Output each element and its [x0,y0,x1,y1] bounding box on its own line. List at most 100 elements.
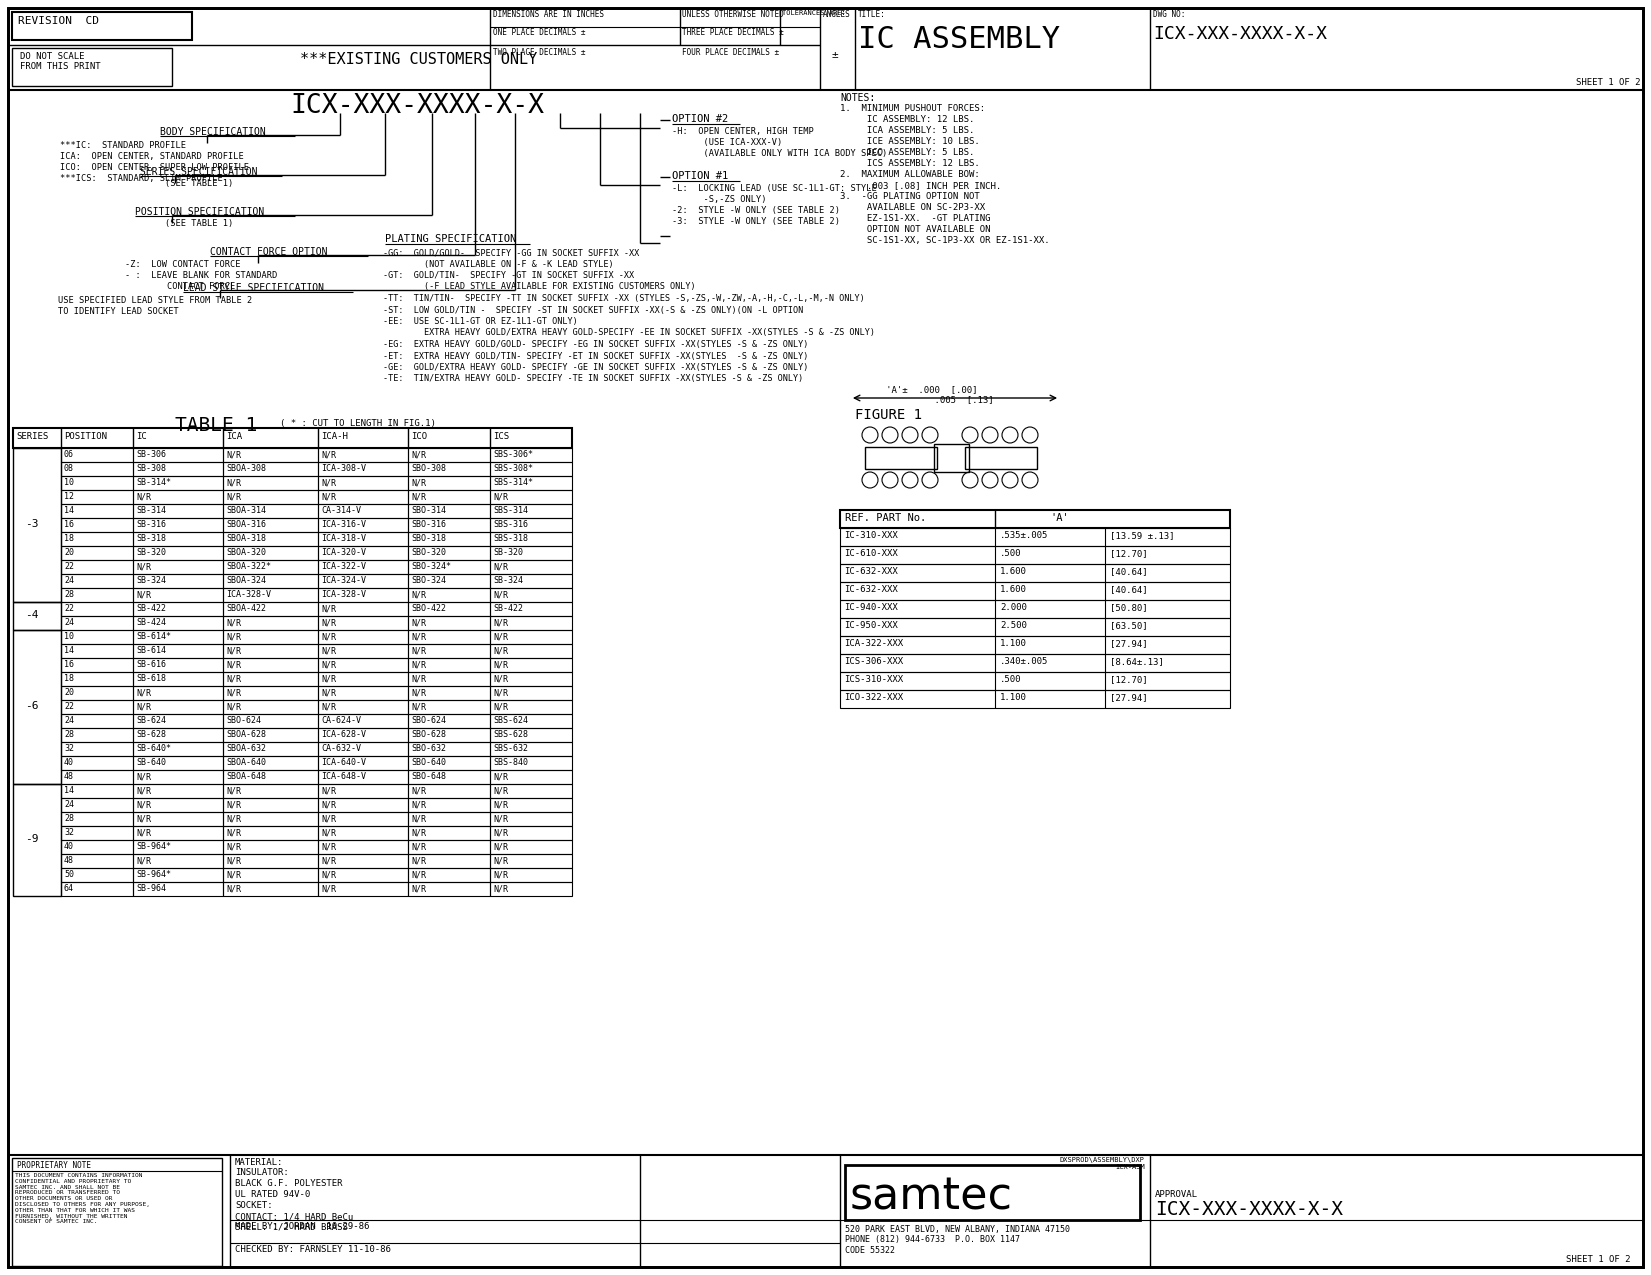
Text: -3:  STYLE -W ONLY (SEE TABLE 2): -3: STYLE -W ONLY (SEE TABLE 2) [672,217,840,226]
Text: .340±.005: .340±.005 [1001,657,1048,666]
Text: REVISION  CD: REVISION CD [18,17,99,26]
Bar [865,448,938,469]
Bar [408,826,490,840]
Text: N/R: N/R [135,562,150,571]
Text: SBO-624: SBO-624 [411,717,446,725]
Text: IC-632-XXX: IC-632-XXX [844,567,898,576]
Text: N/R: N/R [494,870,509,878]
Text: 40: 40 [64,842,74,850]
Text: 14: 14 [64,506,74,515]
Text: SB-422: SB-422 [494,604,523,613]
Text: N/R: N/R [494,856,509,864]
Bar [408,868,490,882]
Text: N/R: N/R [411,827,426,836]
Text: 20: 20 [64,688,74,697]
Text: ICA-328-V: ICA-328-V [226,590,271,599]
Bar [223,700,319,714]
Bar [13,630,61,784]
Bar [134,826,223,840]
Text: .500: .500 [1001,550,1022,558]
Bar [223,504,319,518]
Text: N/R: N/R [226,799,241,810]
Text: .005  [.13]: .005 [.13] [870,395,994,404]
Text: APPROVAL: APPROVAL [1156,1190,1199,1198]
Bar [319,560,408,574]
Bar [408,630,490,644]
Bar [223,476,319,490]
Bar [223,588,319,602]
Bar [490,602,571,616]
Text: N/R: N/R [411,856,426,864]
Bar [223,742,319,756]
Text: IC-950-XXX: IC-950-XXX [844,621,898,630]
Text: SBO-628: SBO-628 [411,731,446,739]
Text: N/R: N/R [411,660,426,669]
Text: IC-940-XXX: IC-940-XXX [844,603,898,612]
Text: N/R: N/R [494,785,509,796]
Bar [223,602,319,616]
Text: SBS-632: SBS-632 [494,745,528,754]
Bar [134,490,223,504]
Bar [134,476,223,490]
Bar [223,784,319,798]
Text: ICA-308-V: ICA-308-V [320,464,367,473]
Bar [490,616,571,630]
Bar [319,812,408,826]
Text: (SEE TABLE 1): (SEE TABLE 1) [165,179,233,187]
Text: N/R: N/R [320,785,337,796]
Text: 3.  -GG PLATING OPTION NOT: 3. -GG PLATING OPTION NOT [840,193,979,201]
Text: 22: 22 [64,562,74,571]
Text: ICO: ICO [411,432,428,441]
Bar [61,588,134,602]
Text: EZ-1S1-XX.  -GT PLATING: EZ-1S1-XX. -GT PLATING [840,214,991,223]
Text: 28: 28 [64,590,74,599]
Bar [408,798,490,812]
Bar [223,840,319,854]
Text: TABLE 1: TABLE 1 [175,416,258,435]
Text: 2.500: 2.500 [1001,621,1027,630]
Bar [134,812,223,826]
Bar [490,728,571,742]
Text: -S,-ZS ONLY): -S,-ZS ONLY) [672,195,766,204]
Text: SBOA-632: SBOA-632 [226,745,266,754]
Bar [223,658,319,672]
Text: (USE ICA-XXX-V): (USE ICA-XXX-V) [672,138,783,147]
Bar [490,658,571,672]
Text: SBO-320: SBO-320 [411,548,446,557]
Text: OPTION #2: OPTION #2 [672,113,728,124]
Text: SBO-308: SBO-308 [411,464,446,473]
Text: N/R: N/R [320,827,337,836]
Bar [134,630,223,644]
Text: SOCKET:: SOCKET: [234,1201,272,1210]
Bar [12,1158,221,1266]
Bar [490,518,571,532]
Bar [223,532,319,546]
Text: SBO-324*: SBO-324* [411,562,451,571]
Text: N/R: N/R [135,827,150,836]
Bar [223,868,319,882]
Text: ICA-648-V: ICA-648-V [320,771,367,782]
Text: 2.000: 2.000 [1001,603,1027,612]
Bar [61,854,134,868]
Text: CA-314-V: CA-314-V [320,506,362,515]
Text: N/R: N/R [494,660,509,669]
Text: SBS-624: SBS-624 [494,717,528,725]
Text: 40: 40 [64,759,74,768]
Text: N/R: N/R [320,492,337,501]
Text: .003 [.08] INCH PER INCH.: .003 [.08] INCH PER INCH. [840,181,1001,190]
Bar [319,616,408,630]
Bar [61,532,134,546]
Bar [61,630,134,644]
Bar [12,11,192,40]
Text: N/R: N/R [226,703,241,711]
Bar [319,798,408,812]
Text: 'A'±  .000  [.00]: 'A'± .000 [.00] [870,385,977,394]
Text: -9: -9 [25,834,38,844]
Bar [61,574,134,588]
Bar [408,714,490,728]
Text: N/R: N/R [320,856,337,864]
Bar [408,616,490,630]
Text: N/R: N/R [494,618,509,627]
Text: N/R: N/R [494,703,509,711]
Text: SBOA-648: SBOA-648 [226,771,266,782]
